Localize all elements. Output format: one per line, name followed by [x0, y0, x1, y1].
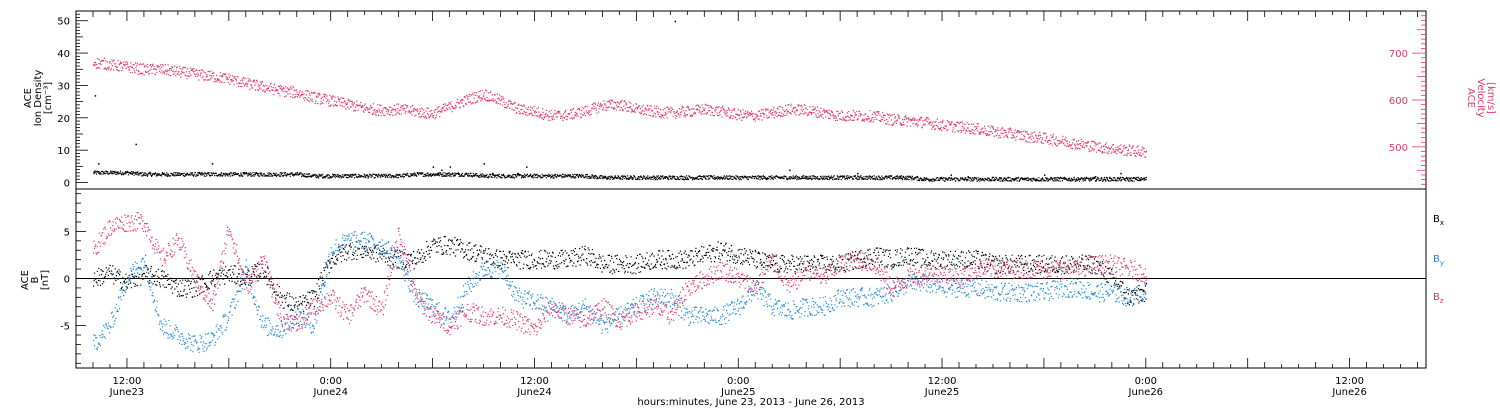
density-spikes-point	[441, 169, 443, 172]
density-spikes-point	[950, 174, 953, 176]
velocity-axis-ticks: 500 600 700	[1389, 15, 1426, 185]
legend-bz: Bz	[1433, 292, 1444, 305]
bz-series	[93, 212, 1147, 336]
density-series	[93, 170, 1147, 182]
x-tick-time: 12:00	[520, 376, 549, 387]
density-tick-label: 10	[57, 146, 70, 157]
density-spikes-point	[492, 172, 494, 175]
legend-bx: Bx	[1433, 214, 1444, 227]
density-tick-label: 30	[57, 81, 70, 92]
velocity-axis-label-line2: Velocity	[1475, 78, 1486, 117]
velocity-series	[93, 57, 1147, 158]
density-spikes-point	[517, 172, 520, 175]
x-tick-time: 0:00	[1135, 376, 1157, 387]
velocity-axis-label-line3: [km/s]	[1485, 82, 1496, 114]
x-tick-time: 0:00	[727, 376, 749, 387]
density-spikes	[94, 95, 1122, 178]
time-axis: 12:00June230:00June2412:00June240:00June…	[75, 11, 1418, 398]
velocity-tick-label: 500	[1389, 143, 1408, 154]
density-spikes-point	[483, 163, 486, 165]
bx-series	[93, 236, 1147, 316]
density-tick-label: 0	[64, 179, 70, 190]
plot-frames	[75, 10, 1427, 369]
bx-series-points	[93, 236, 1147, 316]
x-tick-date: June24	[312, 387, 348, 398]
density-spikes-point	[1120, 172, 1122, 175]
velocity-tick-label: 600	[1389, 96, 1408, 107]
top-panel-series	[93, 20, 1147, 182]
x-tick-date: June26	[1128, 387, 1164, 398]
density-spikes-point	[94, 95, 97, 97]
density-axis-label-line3: [cm⁻³]	[43, 82, 54, 114]
velocity-tick-label: 700	[1389, 49, 1408, 60]
density-axis-ticks: 0 10 20 30 40 50	[57, 13, 88, 190]
bfield-axis-label-line1: ACE	[20, 270, 31, 290]
density-spikes-point	[899, 176, 902, 178]
magnetic-field-axis-ticks: -5 0 5	[60, 193, 86, 364]
x-tick-date: June24	[516, 387, 552, 398]
x-tick-date: June25	[720, 387, 756, 398]
density-spikes-point	[806, 176, 808, 178]
by-series	[93, 231, 1147, 353]
bfield-tick-label: -5	[60, 322, 70, 333]
x-tick-time: 0:00	[319, 376, 341, 387]
density-spikes-point	[1094, 176, 1097, 178]
x-axis-title: hours:minutes, June 23, 2013 - June 26, …	[637, 397, 864, 408]
density-tick-label: 50	[57, 17, 70, 28]
density-axis-label-line2: Ion Density	[33, 70, 44, 127]
x-tick-time: 12:00	[113, 376, 142, 387]
by-series-points	[93, 231, 1147, 353]
x-tick-date: June23	[109, 387, 145, 398]
density-spikes-point	[526, 166, 528, 168]
velocity-series-points	[93, 57, 1147, 158]
bfield-axis-label-line3: [nT]	[40, 270, 51, 290]
density-spikes-point	[789, 169, 791, 172]
density-spikes-point	[436, 172, 439, 175]
x-tick-date: June25	[924, 387, 960, 398]
velocity-axis-label-line1: ACE	[1465, 88, 1476, 108]
density-spikes-point	[98, 163, 100, 165]
bz-series-points	[93, 212, 1147, 336]
density-spikes-point	[1043, 174, 1046, 176]
density-tick-label: 40	[57, 49, 70, 60]
density-spikes-point	[857, 172, 859, 175]
density-series-points	[93, 170, 1147, 182]
density-spikes-point	[135, 143, 137, 146]
bfield-tick-label: 5	[64, 227, 70, 238]
legend: Bx By Bz	[1433, 214, 1444, 305]
density-spikes-point	[211, 163, 214, 165]
x-tick-time: 12:00	[928, 376, 957, 387]
bfield-axis-label-line2: B	[30, 276, 41, 283]
x-tick-date: June26	[1331, 387, 1367, 398]
bottom-panel: -5 0 5 ACE B [nT] Bx By Bz	[20, 193, 1444, 364]
density-spikes-point	[186, 172, 188, 175]
legend-by: By	[1433, 254, 1444, 267]
density-outlier	[674, 20, 677, 23]
density-spikes-point	[458, 172, 460, 175]
bottom-panel-series	[93, 212, 1147, 353]
bfield-tick-label: 0	[64, 275, 70, 286]
density-outlier-point	[674, 20, 677, 23]
x-tick-time: 12:00	[1335, 376, 1364, 387]
density-spikes-point	[449, 166, 452, 168]
top-panel: 0 10 20 30 40 50 500 600 700 ACE Ion Density [c…	[23, 13, 1496, 190]
density-spikes-point	[967, 176, 970, 178]
density-axis-label-line1: ACE	[23, 88, 34, 108]
density-tick-label: 20	[57, 114, 70, 125]
density-spikes-point	[432, 166, 435, 168]
